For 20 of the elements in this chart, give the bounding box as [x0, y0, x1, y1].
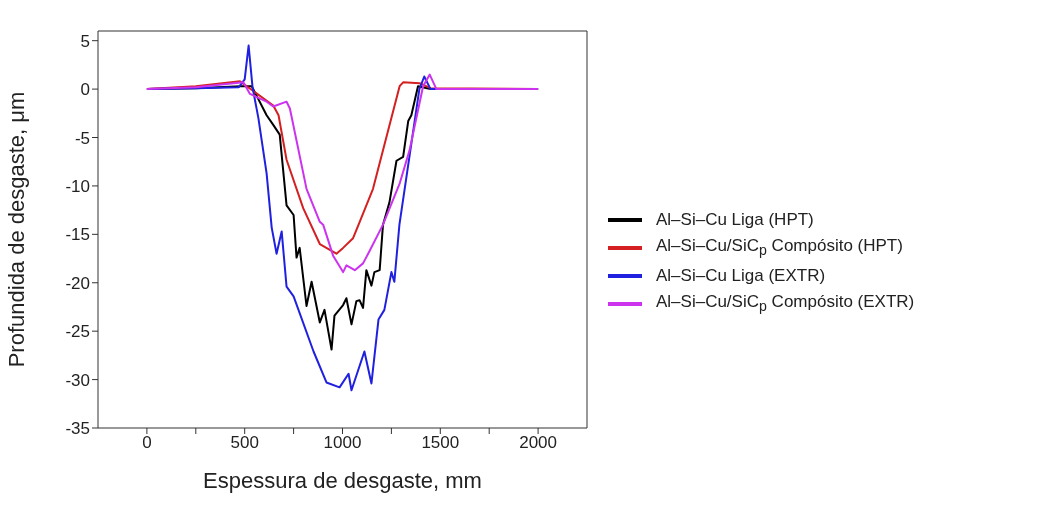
legend-label: Al–Si–Cu Liga (HPT)	[656, 208, 814, 231]
y-tick-label: 5	[80, 31, 90, 51]
y-tick-label: -30	[65, 370, 90, 390]
y-axis-title: Profundida de desgaste, μm	[3, 91, 29, 368]
x-tick-label: 1500	[421, 433, 460, 453]
x-tick-label: 1000	[323, 433, 362, 453]
x-tick-label: 2000	[519, 433, 558, 453]
y-tick-label: -20	[65, 273, 90, 293]
y-tick-label: -5	[74, 128, 90, 148]
x-tick-label: 0	[142, 433, 152, 453]
y-tick-label: -10	[65, 176, 90, 196]
x-axis-title: Espessura de desgaste, mm	[203, 468, 482, 493]
legend-label: Al–Si–Cu/SiC$_{p}$ Compósito (HPT)	[656, 234, 903, 260]
legend-label: Al–Si–Cu Liga (EXTR)	[656, 265, 826, 287]
legend-label: Al–Si–Cu/SiC$_{p}$ Compósito (EXTR)	[656, 291, 915, 317]
y-tick-label: -35	[65, 419, 90, 439]
y-tick-label: -25	[65, 322, 90, 342]
y-tick-label: -15	[65, 225, 90, 245]
x-tick-label: 500	[230, 433, 259, 453]
y-tick-label: 0	[80, 80, 90, 100]
